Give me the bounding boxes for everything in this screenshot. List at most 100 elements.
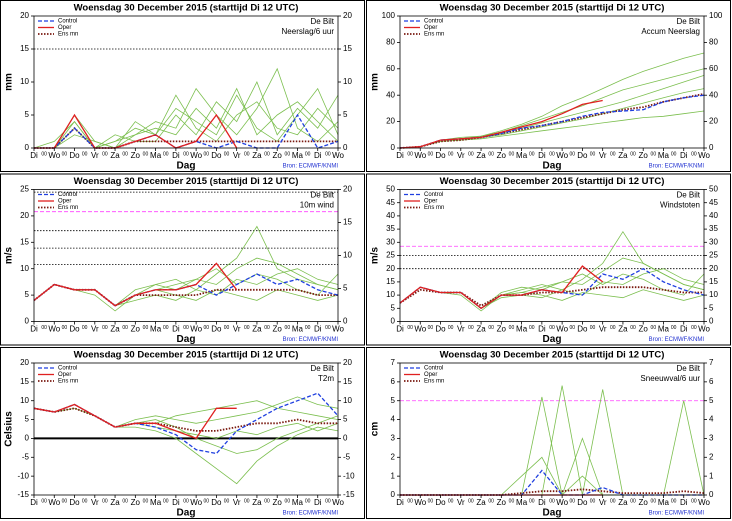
x-tick-label: Wo [332,498,344,507]
location-label: De Bilt [676,17,700,26]
y-tick-label: 15 [20,377,29,386]
legend-label: Ens mn [424,32,444,38]
hour-label: 00 [549,151,555,157]
y2-tick-label: 20 [709,264,718,273]
y2-tick-label: 0 [343,434,348,443]
y2-tick-label: 20 [343,185,352,194]
hour-label: 00 [448,325,454,331]
y-tick-label: 25 [20,185,29,194]
variable-label: Windstoten [660,201,700,210]
hour-label: 00 [122,325,128,331]
series-line [33,407,338,432]
variable-label: Accum Neerslag [641,27,700,36]
y-tick-label: 15 [20,237,29,246]
y2-tick-label: 0 [709,317,714,326]
panel-border [366,347,731,519]
hour-label: 00 [488,325,494,331]
source: Bron: ECMWF/KNMI [283,164,339,170]
hour-label: 00 [549,325,555,331]
x-axis-label: Dag [177,161,196,172]
hour-label: 00 [163,151,169,157]
x-tick-label: Ma [516,151,528,160]
hour-label: 00 [671,498,677,504]
x-tick-label: Di [538,325,546,334]
y2-tick-label: 4 [709,415,714,424]
y-tick-label: 15 [386,277,395,286]
panel-title: Woensdag 30 December 2015 (starttijd Di … [74,3,299,14]
panel-border [0,0,365,172]
y-tick-label: 5 [25,110,30,119]
source: Bron: ECMWF/KNMI [649,511,705,517]
x-tick-label: Wo [190,325,202,334]
ensemble-member [399,286,705,309]
panel-border [366,0,731,172]
y2-tick-label: 0 [343,317,348,326]
legend-label: Oper [58,25,71,31]
source: Bron: ECMWF/KNMI [649,164,705,170]
hour-label: 00 [122,498,128,504]
panel-title: Woensdag 30 December 2015 (starttijd Di … [74,176,299,187]
y2-tick-label: 10 [343,396,352,405]
hour-label: 00 [325,498,331,504]
x-tick-label: Vr [457,498,465,507]
x-tick-label: Zo [273,151,283,160]
variable-label: T2m [318,374,334,383]
x-tick-label: Ma [292,151,304,160]
legend-label: Ens mn [424,379,444,385]
hour-label: 00 [569,325,575,331]
x-tick-label: Wo [556,151,568,160]
y-axis-label: m/s [370,246,381,264]
hour-label: 00 [488,151,494,157]
x-tick-label: Di [680,151,688,160]
y2-tick-label: 80 [709,38,718,47]
y2-tick-label: 7 [709,358,714,367]
hour-label: 00 [448,151,454,157]
y-tick-label: 10 [20,396,29,405]
hour-label: 00 [62,325,68,331]
plot-frame [33,189,339,322]
legend-label: Oper [424,25,437,31]
plot-frame [399,362,705,496]
x-tick-label: Vr [599,498,607,507]
hour-label: 00 [549,498,555,504]
x-tick-label: Vr [599,325,607,334]
hour-label: 00 [183,325,189,331]
ensemble-member [399,268,705,309]
x-tick-label: Vr [457,325,465,334]
hour-label: 00 [224,151,230,157]
y-tick-label: 2 [391,452,396,461]
y2-tick-label: 25 [709,251,718,260]
x-tick-label: Do [211,325,222,334]
y-tick-label: 15 [20,44,29,53]
x-axis-label: Dag [177,508,196,519]
hour-label: 00 [569,151,575,157]
series-line [399,286,704,307]
y2-tick-label: 50 [709,185,718,194]
legend-label: Ens mn [58,379,78,385]
hour-label: 00 [305,151,311,157]
y2-tick-label: 20 [343,11,352,20]
x-tick-label: Za [110,325,120,334]
x-tick-label: Do [577,325,588,334]
y-tick-label: 5 [25,290,30,299]
hour-label: 00 [529,325,535,331]
y2-tick-label: 35 [709,224,718,233]
hour-label: 00 [630,151,636,157]
x-tick-label: Di [396,151,404,160]
series-line [400,469,704,496]
x-tick-label: Wo [698,325,710,334]
hour-label: 00 [651,498,657,504]
x-tick-label: Di [396,325,404,334]
y2-tick-label: 5 [709,396,714,405]
hour-label: 00 [163,498,169,504]
x-tick-label: Do [211,151,222,160]
y-tick-label: 25 [386,251,395,260]
ensemble-member [399,257,705,309]
location-label: De Bilt [310,364,334,373]
y2-tick-label: -5 [343,452,351,461]
y-tick-label: 5 [25,415,30,424]
y2-tick-label: 15 [343,377,352,386]
legend-label: Control [424,19,443,25]
hour-label: 00 [62,498,68,504]
source: Bron: ECMWF/KNMI [283,337,339,343]
